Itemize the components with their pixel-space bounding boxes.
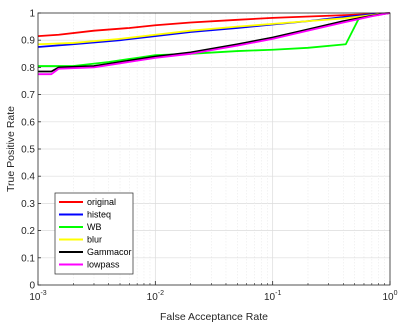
y-tick-label: 0.1 <box>21 253 35 264</box>
y-tick-label: 1 <box>29 9 35 20</box>
legend-label: histeq <box>87 210 111 220</box>
y-tick-label: 0.4 <box>21 172 35 183</box>
x-tick-label: 100 <box>382 290 397 303</box>
y-tick-label: 0.5 <box>21 145 35 156</box>
x-tick-label: 10-1 <box>264 290 281 303</box>
series-line-histeq <box>37 12 391 48</box>
y-tick-label: 0 <box>29 281 35 292</box>
series-line-gammacor <box>38 12 391 73</box>
legend-label: original <box>87 197 116 207</box>
y-tick-label: 0.8 <box>21 63 35 74</box>
y-axis-label: True Positive Rate <box>5 106 17 192</box>
series-lines <box>37 12 391 76</box>
x-tick-label: 10-2 <box>147 290 164 303</box>
legend-label: blur <box>87 235 102 245</box>
series-line-blur <box>37 12 391 46</box>
axis-ticks: 0 0.1 0.2 0.3 0.4 0.5 0.6 0.7 0.8 0.9 1 10-3 10-2 10-… <box>21 9 398 304</box>
legend: original histeq WB blur Gammacor lowpass <box>54 192 134 275</box>
series-line-lowpass <box>38 12 391 76</box>
series-line-wb <box>38 12 391 67</box>
x-tick-label: 10-3 <box>29 290 46 303</box>
legend-box <box>54 192 134 275</box>
y-tick-label: 0.9 <box>21 36 35 47</box>
legend-label: WB <box>87 222 102 232</box>
x-axis-label: False Acceptance Rate <box>160 311 268 323</box>
y-tick-label: 0.7 <box>21 90 35 101</box>
y-tick-label: 0.3 <box>21 199 35 210</box>
series-line-original <box>37 12 391 38</box>
legend-label: Gammacor <box>87 247 132 257</box>
y-tick-label: 0.2 <box>21 226 35 237</box>
y-tick-label: 0.6 <box>21 117 35 128</box>
legend-label: lowpass <box>87 260 120 270</box>
